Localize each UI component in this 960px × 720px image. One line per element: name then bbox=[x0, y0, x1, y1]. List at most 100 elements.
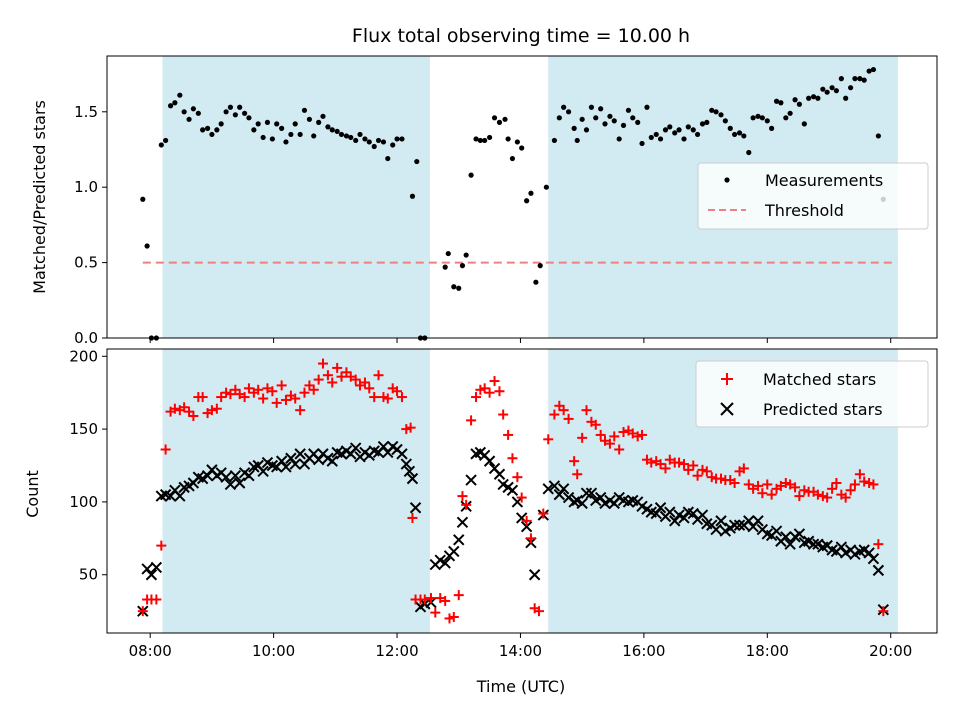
measurement-point bbox=[796, 101, 802, 107]
matched-star-marker bbox=[484, 387, 495, 398]
predicted-star-marker bbox=[696, 509, 709, 521]
measurement-point bbox=[607, 113, 613, 119]
measurement-point bbox=[227, 104, 234, 110]
x-axis-label: Time (UTC) bbox=[476, 677, 565, 696]
matched-star-marker bbox=[471, 392, 482, 403]
measurement-point bbox=[487, 134, 493, 141]
measurement-point bbox=[824, 89, 830, 95]
measurement-point bbox=[694, 131, 701, 138]
predicted-star-marker bbox=[243, 470, 255, 482]
measurement-point bbox=[778, 100, 784, 106]
matched-star-marker bbox=[498, 409, 509, 420]
predicted-star-marker bbox=[594, 491, 607, 504]
measurement-point bbox=[459, 263, 466, 269]
predicted-star-marker bbox=[770, 525, 783, 537]
measurement-point bbox=[861, 77, 867, 83]
measurement-point bbox=[279, 125, 285, 131]
predicted-star-marker bbox=[275, 455, 288, 467]
top-y-tick-label-3: 1.0 bbox=[74, 178, 98, 196]
top-legend: Measurements Threshold bbox=[697, 162, 929, 230]
predicted-star-marker bbox=[650, 507, 662, 520]
measurement-point bbox=[709, 107, 715, 113]
measurement-point bbox=[741, 133, 747, 139]
matched-star-marker bbox=[216, 392, 227, 403]
measurement-point bbox=[815, 95, 821, 101]
measurement-point bbox=[456, 285, 462, 291]
measurement-point bbox=[672, 130, 678, 136]
matched-star-marker bbox=[419, 594, 430, 605]
predicted-star-marker bbox=[835, 541, 848, 553]
legend-measurements-label: Measurements bbox=[765, 171, 883, 190]
matched-star-marker bbox=[271, 397, 282, 408]
measurement-point bbox=[838, 76, 844, 82]
matched-star-marker bbox=[461, 499, 472, 510]
measurement-point bbox=[736, 130, 743, 136]
top-y-tick-label-2: 0.5 bbox=[74, 254, 98, 272]
predicted-star-marker bbox=[326, 455, 338, 467]
matched-star-marker bbox=[563, 413, 574, 424]
measurement-point bbox=[362, 136, 368, 142]
predicted-star-marker bbox=[872, 564, 885, 577]
predicted-star-marker bbox=[784, 538, 796, 550]
matched-star-marker bbox=[831, 477, 842, 488]
matched-star-marker bbox=[206, 405, 217, 416]
matched-star-marker bbox=[430, 607, 441, 618]
measurement-point bbox=[223, 109, 229, 115]
matched-star-marker bbox=[313, 374, 324, 385]
measurement-point bbox=[662, 127, 669, 133]
predicted-star-marker bbox=[528, 569, 541, 581]
predicted-star-marker bbox=[201, 470, 214, 482]
matched-star-marker bbox=[604, 438, 615, 449]
predicted-star-marker bbox=[780, 531, 792, 543]
measurement-point bbox=[232, 112, 238, 118]
predicted-star-marker bbox=[557, 483, 570, 495]
matched-star-marker bbox=[382, 393, 393, 404]
predicted-star-marker bbox=[294, 448, 306, 460]
predicted-star-marker bbox=[520, 520, 533, 533]
predicted-star-marker bbox=[793, 528, 806, 540]
predicted-star-marker bbox=[863, 547, 875, 559]
measurement-point bbox=[394, 136, 400, 142]
predicted-star-marker bbox=[224, 478, 237, 491]
matched-star-marker bbox=[637, 429, 648, 440]
measurement-point bbox=[718, 112, 724, 118]
predicted-star-marker bbox=[377, 440, 390, 453]
matched-star-marker bbox=[790, 482, 801, 493]
predicted-star-marker bbox=[312, 453, 325, 466]
measurement-point bbox=[237, 104, 243, 110]
matched-star-marker bbox=[156, 540, 167, 551]
measurement-point bbox=[792, 97, 798, 103]
top-y-axis-label: Matched/Predicted stars bbox=[30, 100, 49, 294]
bottom-y-tick-label-3: 150 bbox=[69, 420, 98, 438]
predicted-star-marker bbox=[576, 497, 588, 510]
matched-star-marker bbox=[503, 429, 514, 440]
measurement-point bbox=[514, 139, 520, 145]
bottom-y-tick-label-4: 200 bbox=[69, 347, 98, 365]
matched-star-marker bbox=[868, 479, 879, 490]
predicted-star-marker bbox=[548, 480, 561, 492]
measurement-point bbox=[676, 127, 682, 133]
measurement-point bbox=[579, 116, 585, 122]
predicted-star-marker bbox=[285, 452, 297, 464]
predicted-star-marker bbox=[483, 455, 496, 467]
measurement-point bbox=[593, 115, 599, 121]
matched-star-marker bbox=[766, 489, 777, 500]
matched-star-marker bbox=[392, 386, 403, 397]
matched-star-marker bbox=[239, 392, 250, 403]
matched-star-marker bbox=[794, 491, 805, 502]
measurement-point bbox=[524, 198, 530, 204]
matched-star-marker bbox=[280, 394, 291, 405]
matched-star-marker bbox=[440, 595, 451, 606]
measurement-point bbox=[690, 127, 696, 133]
measurement-point bbox=[186, 116, 192, 122]
measurement-point bbox=[316, 119, 322, 125]
matched-star-marker bbox=[859, 476, 870, 487]
predicted-star-marker bbox=[465, 474, 477, 486]
measurement-point bbox=[848, 85, 854, 91]
measurement-point bbox=[565, 109, 572, 115]
matched-star-marker bbox=[457, 491, 468, 502]
measurement-point bbox=[371, 143, 377, 150]
predicted-star-marker bbox=[174, 490, 186, 502]
measurement-point bbox=[806, 95, 812, 101]
